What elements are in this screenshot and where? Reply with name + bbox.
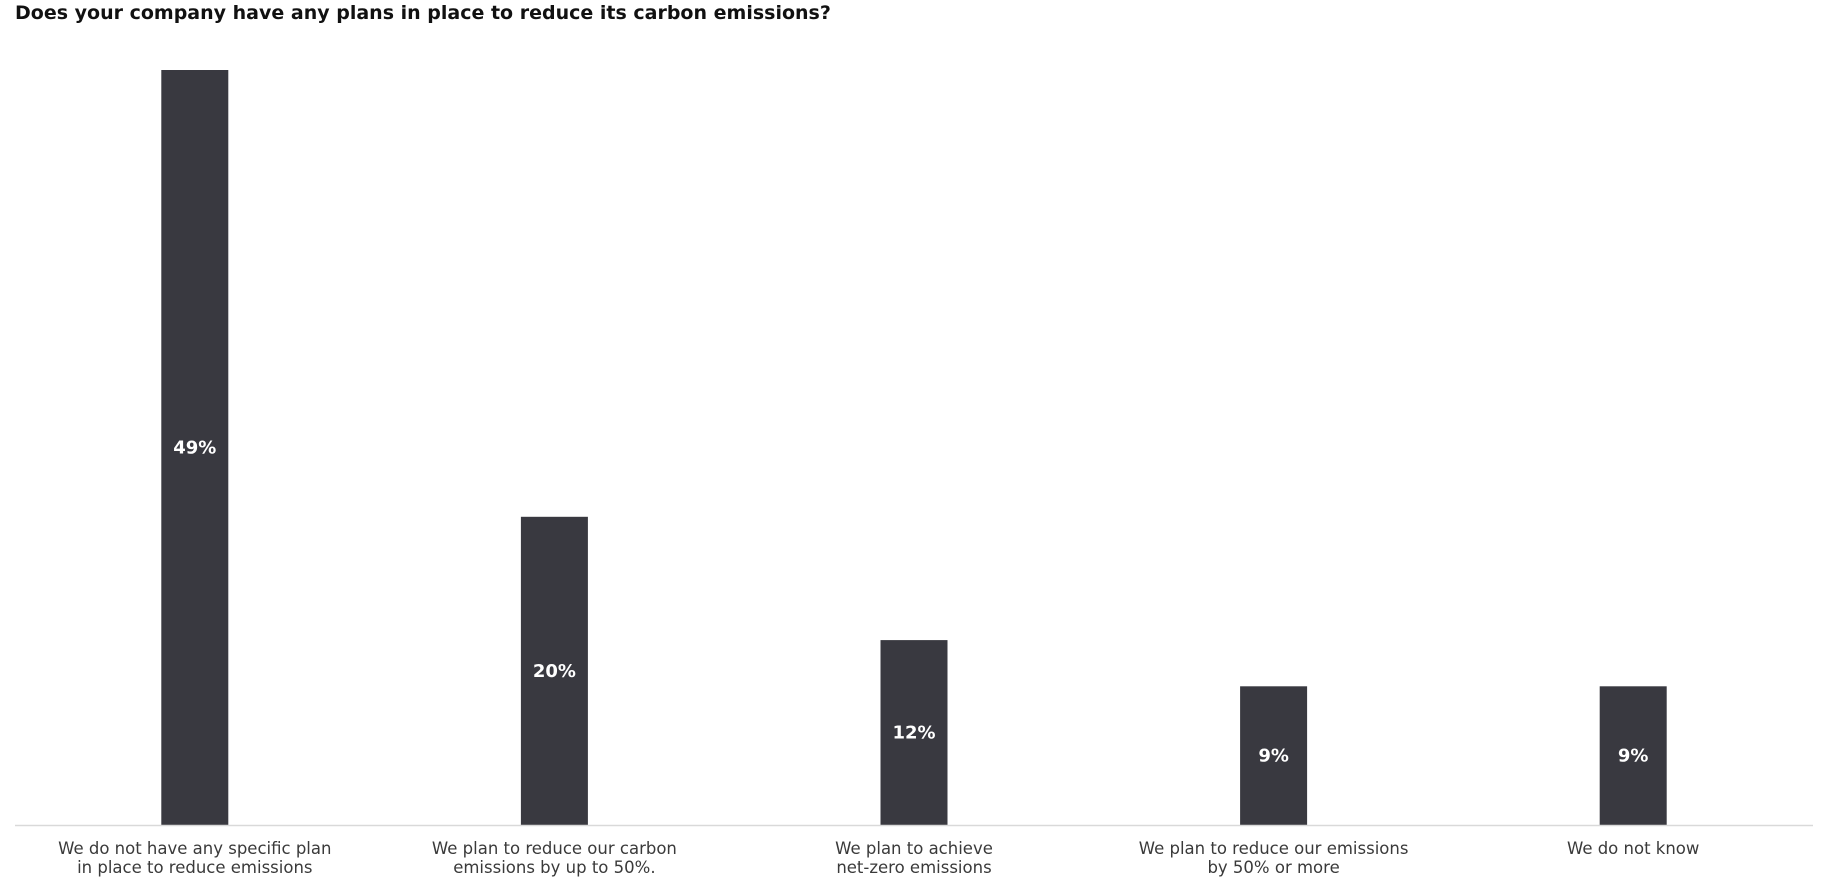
bar-value-label-4: 9% [1258, 746, 1289, 767]
bar-2 [520, 516, 588, 825]
bar-3 [880, 640, 948, 825]
bar-value-label-2: 20% [533, 661, 576, 682]
bar-value-label-3: 12% [892, 723, 935, 744]
bar-4 [1240, 686, 1308, 825]
category-label-line: We plan to reduce our emissions [1139, 839, 1409, 858]
bar-5 [1599, 686, 1667, 825]
category-label-3: We plan to achieve net-zero emissions [835, 839, 993, 877]
category-label-line: in place to reduce emissions [77, 858, 312, 877]
category-label-line: net-zero emissions [836, 858, 991, 877]
category-label-line: We do not have any specific plan [58, 839, 331, 858]
category-label-4: We plan to reduce our emissions by 50% or… [1139, 839, 1409, 877]
category-label-line: We plan to achieve [835, 839, 993, 858]
category-label-line: We plan to reduce our carbon [432, 839, 677, 858]
bar-value-label-5: 9% [1618, 746, 1649, 767]
category-label-1: We do not have any specific plan in place… [58, 839, 331, 877]
category-label-5: We do not know [1567, 839, 1699, 858]
category-label-line: by 50% or more [1207, 858, 1339, 877]
category-label-2: We plan to reduce our carbon emissions by… [432, 839, 677, 877]
category-label-line: emissions by up to 50%. [453, 858, 655, 877]
category-label-line: We do not know [1567, 839, 1699, 858]
bar-value-label-1: 49% [173, 438, 216, 459]
bars-layer: 49% 20% 12% 9% 9% [161, 70, 1667, 825]
bar-1 [161, 70, 229, 825]
category-labels-layer: We do not have any specific plan in place… [58, 839, 1699, 877]
chart-title: Does your company have any plans in plac… [15, 2, 831, 24]
